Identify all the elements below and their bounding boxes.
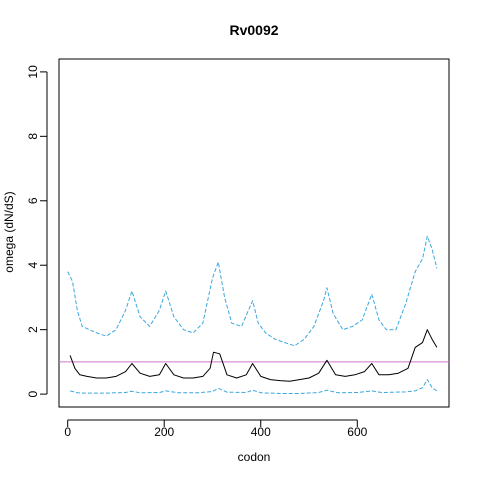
x-tick-label-200: 200	[154, 425, 174, 439]
y-tick-label-8: 8	[26, 133, 40, 140]
chart-title: Rv0092	[229, 22, 278, 38]
y-tick-label-0: 0	[26, 390, 40, 397]
x-axis-label: codon	[238, 450, 271, 464]
y-tick-label-2: 2	[26, 326, 40, 333]
series-line-estimate	[69, 329, 438, 382]
x-tick-label-0: 0	[64, 425, 71, 439]
y-tick-label-6: 6	[26, 197, 40, 204]
y-tick-label-10: 10	[26, 65, 40, 79]
y-tick-label-4: 4	[26, 262, 40, 269]
plot-frame	[58, 58, 450, 408]
x-tick-label-600: 600	[347, 425, 367, 439]
series-line-lower	[69, 379, 438, 394]
x-tick-label-400: 400	[251, 425, 271, 439]
y-axis-label: omega (dN/dS)	[2, 191, 16, 272]
series-line-upper	[67, 235, 438, 347]
